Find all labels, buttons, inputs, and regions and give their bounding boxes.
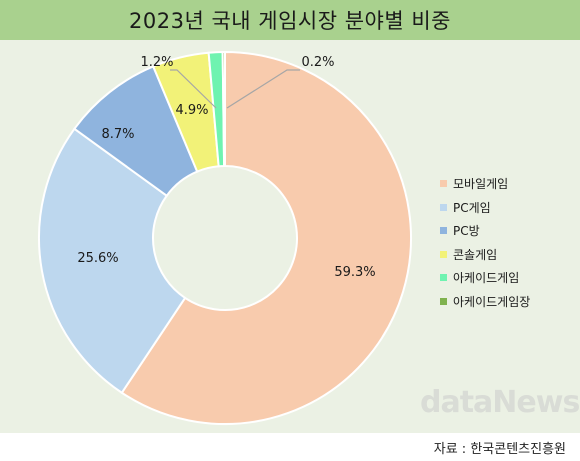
chart-title: 2023년 국내 게임시장 분야별 비중 [129,9,451,33]
legend-label: 아케이드게임 [453,271,520,286]
donut-slice-1 [120,50,412,425]
legend-label: 콘솔게임 [453,247,498,262]
legend-label: PC방 [453,224,480,239]
legend-item: 아케이드게임장 [440,290,530,314]
footer [0,433,580,461]
legend-swatch [440,274,447,282]
chart-title-bar: 2023년 국내 게임시장 분야별 비중 [0,0,580,40]
legend-swatch [440,180,447,188]
legend-swatch [440,203,447,211]
legend-label: PC게임 [453,200,491,215]
donut-slice-6 [221,50,226,168]
data-label-3: 8.7% [101,127,134,142]
legend-item: 콘솔게임 [440,243,530,267]
legend-swatch [440,227,447,235]
legend-item: 아케이드게임 [440,266,530,290]
source-note: 자료 : 한국콘텐츠진흥원 [433,442,566,457]
leader-line-6 [226,69,300,109]
watermark-logo: dataNews [420,385,580,420]
data-label-1: 59.3% [334,265,375,280]
legend-swatch [440,297,447,305]
donut-slice-2 [38,127,187,395]
data-label-2: 25.6% [77,251,118,266]
data-label-4: 4.9% [175,103,208,118]
legend-label: 아케이드게임장 [453,294,531,309]
legend-item: 모바일게임 [440,172,530,196]
legend-label: 모바일게임 [453,177,509,192]
legend-item: PC방 [440,219,530,243]
data-label-6: 0.2% [301,55,334,70]
leader-line-5 [170,69,217,109]
data-label-5: 1.2% [140,55,173,70]
legend-swatch [440,250,447,258]
legend-item: PC게임 [440,196,530,220]
